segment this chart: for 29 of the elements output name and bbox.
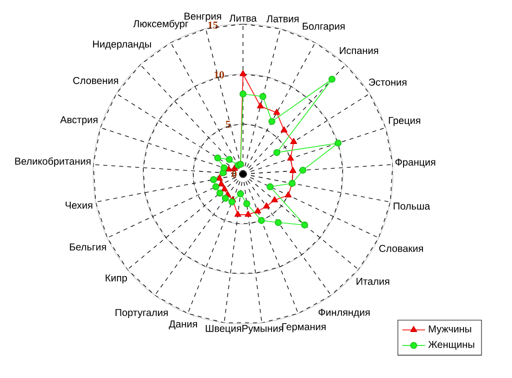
spoke-label: Румыния bbox=[242, 324, 284, 334]
y-tick-label: 10 bbox=[214, 71, 224, 78]
spoke-label: Литва bbox=[229, 14, 257, 22]
spoke-label: Франция bbox=[395, 158, 436, 168]
legend-label: Мужчины bbox=[428, 325, 472, 334]
spoke-label: Великобритания bbox=[15, 157, 91, 167]
spoke-label: Италия bbox=[356, 278, 390, 285]
spoke-label: Польша bbox=[394, 202, 430, 210]
spoke-label: Словакия bbox=[379, 244, 423, 252]
spoke-label: Кипр bbox=[106, 274, 127, 284]
spoke-label: Болгария bbox=[302, 22, 345, 32]
spoke-label: Венгрия bbox=[184, 12, 222, 22]
spoke-label: Словения bbox=[73, 76, 118, 84]
spoke-label: Дания bbox=[168, 320, 197, 330]
y-tick-label: 5 bbox=[226, 120, 230, 128]
spoke-label: Германия bbox=[282, 323, 326, 332]
spoke-label: Латвия bbox=[266, 15, 299, 22]
spoke-label: Люксембург bbox=[133, 20, 188, 30]
spoke-label: Финляндия bbox=[318, 308, 370, 318]
spoke-label: Чехия bbox=[66, 202, 92, 209]
spoke-label: Испания bbox=[340, 47, 378, 54]
legend-label: Женщины bbox=[428, 340, 474, 350]
spoke-label: Австрия bbox=[60, 116, 98, 126]
spoke-label: Греция bbox=[388, 117, 420, 126]
spoke-label: Швеция bbox=[206, 324, 242, 334]
spoke-label: Нидерланды bbox=[93, 40, 151, 50]
spoke-label: Португалия bbox=[116, 309, 168, 318]
spoke-label: Бельгия bbox=[70, 244, 106, 250]
spoke-label: Эстония bbox=[368, 78, 406, 86]
